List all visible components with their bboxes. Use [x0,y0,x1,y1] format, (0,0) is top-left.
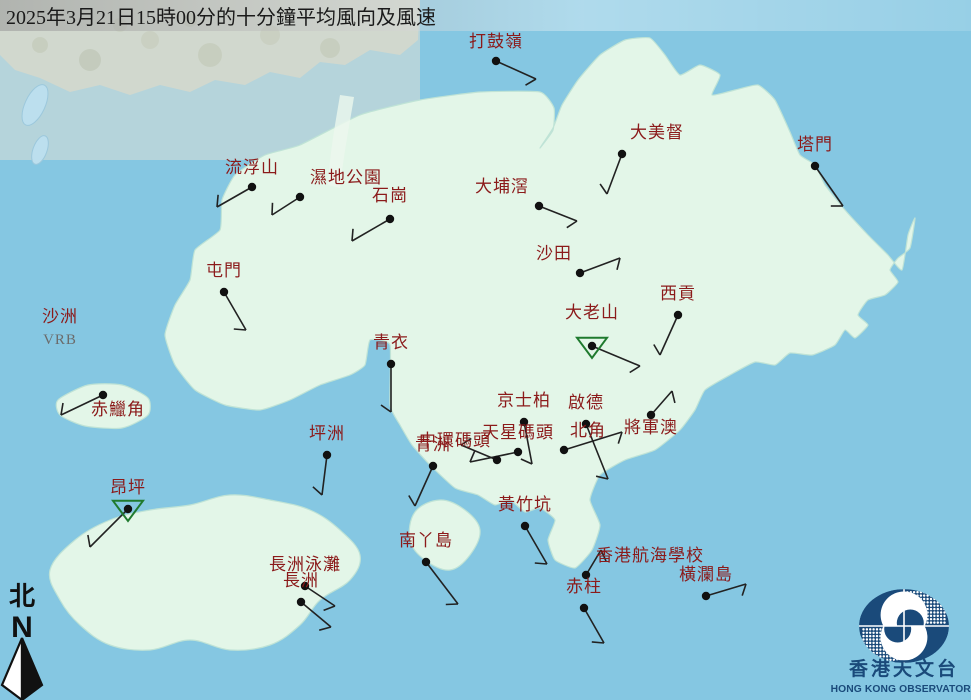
svg-text:塔門: 塔門 [797,135,833,154]
svg-text:香港航海學校: 香港航海學校 [596,546,704,565]
svg-text:大埔滘: 大埔滘 [475,177,529,196]
svg-text:赤鱲角: 赤鱲角 [91,400,145,419]
svg-text:昂坪: 昂坪 [110,478,146,497]
svg-text:北: 北 [9,581,35,611]
svg-text:流浮山: 流浮山 [225,158,279,177]
svg-text:大美督: 大美督 [630,123,684,142]
svg-text:VRB: VRB [43,332,77,348]
svg-text:打鼓嶺: 打鼓嶺 [469,32,523,51]
svg-text:中環碼頭: 中環碼頭 [419,431,491,450]
svg-text:京士柏: 京士柏 [497,391,551,410]
svg-text:沙田: 沙田 [536,244,572,263]
svg-text:北角: 北角 [570,421,606,440]
svg-text:濕地公園: 濕地公園 [310,168,382,187]
svg-text:西貢: 西貢 [660,284,696,303]
svg-text:香港天文台: 香港天文台 [848,657,959,680]
svg-text:天星碼頭: 天星碼頭 [482,423,554,442]
svg-text:將軍澳: 將軍澳 [624,418,678,437]
svg-text:青衣: 青衣 [373,333,409,352]
svg-text:屯門: 屯門 [206,261,242,280]
svg-text:長洲: 長洲 [283,571,319,590]
svg-text:大老山: 大老山 [565,303,619,322]
svg-text:坪洲: 坪洲 [309,424,345,443]
svg-text:HONG KONG OBSERVATORY: HONG KONG OBSERVATORY [831,684,971,695]
svg-text:啟德: 啟德 [568,393,604,412]
svg-text:南丫島: 南丫島 [399,531,453,550]
svg-text:橫瀾島: 橫瀾島 [679,565,733,584]
svg-text:黃竹坑: 黃竹坑 [498,495,552,514]
svg-text:赤柱: 赤柱 [566,577,602,596]
svg-text:沙洲: 沙洲 [42,307,78,326]
svg-text:石崗: 石崗 [372,186,408,205]
